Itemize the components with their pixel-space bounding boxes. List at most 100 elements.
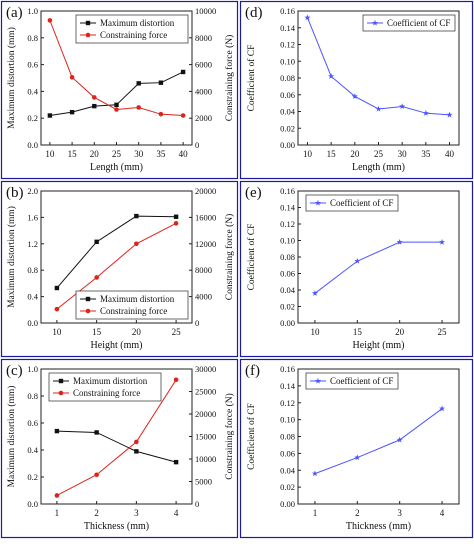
data-point bbox=[134, 439, 139, 445]
x-axis-label: Length (mm) bbox=[90, 162, 143, 173]
x-tick-label: 35 bbox=[421, 149, 431, 159]
x-tick-label: 10 bbox=[303, 149, 313, 159]
y-axis-label: Coefficient of CF bbox=[246, 403, 257, 470]
y-right-tick-label: 0 bbox=[195, 499, 199, 509]
data-point bbox=[47, 18, 53, 23]
legend-label: Constraining force bbox=[73, 388, 140, 398]
legend-label: Coefficient of CF bbox=[330, 376, 393, 386]
data-point bbox=[439, 405, 446, 412]
data-point bbox=[114, 102, 119, 107]
y-tick-label: 0.02 bbox=[280, 302, 295, 312]
data-point bbox=[54, 285, 60, 291]
y-tick-label: 0.8 bbox=[27, 33, 38, 43]
y-right-tick-label: 25000 bbox=[195, 387, 216, 397]
legend: Maximum distortion Constraining force bbox=[75, 290, 189, 320]
panel-a: (a) 10 15 20 25 30 35 40 Length (mm) 0.0 0.2 0.4 0.6… bbox=[0, 0, 239, 180]
y-tick-label: 0.8 bbox=[27, 391, 38, 401]
data-point bbox=[439, 238, 446, 245]
y-axis-label: Maximum distortion (mm) bbox=[6, 206, 17, 308]
y-right-tick-label: 12000 bbox=[195, 239, 216, 249]
y-tick-label: 0.14 bbox=[280, 381, 296, 391]
y-tick-label: 1.0 bbox=[27, 364, 38, 374]
data-point bbox=[134, 449, 139, 454]
data-point bbox=[69, 75, 75, 80]
data-point bbox=[311, 470, 318, 477]
legend: Maximum distortion Constraining force bbox=[48, 372, 162, 402]
x-tick-label: 35 bbox=[156, 149, 166, 159]
y-right-axis-label: Constraining force (N) bbox=[224, 214, 235, 301]
data-point bbox=[136, 81, 141, 86]
y-tick-label: 0.12 bbox=[280, 398, 295, 408]
y-tick-label: 0.06 bbox=[280, 269, 295, 279]
y-right-tick-label: 10000 bbox=[195, 454, 216, 464]
y-right-tick-label: 4000 bbox=[195, 86, 212, 96]
data-point bbox=[94, 472, 99, 478]
data-point bbox=[314, 199, 322, 206]
y-tick-label: 0.02 bbox=[280, 482, 295, 492]
y-right-tick-label: 5000 bbox=[195, 477, 212, 487]
x-tick-label: 3 bbox=[134, 508, 139, 518]
data-point bbox=[399, 103, 406, 110]
data-point bbox=[311, 290, 318, 296]
series-constraining-force bbox=[54, 377, 179, 498]
data-point bbox=[375, 105, 382, 112]
series-line bbox=[314, 408, 443, 475]
series-coefficient-of-cf bbox=[304, 14, 453, 118]
series-coefficient-of-cf bbox=[311, 238, 446, 296]
x-tick-label: 30 bbox=[398, 149, 408, 159]
data-point bbox=[58, 378, 64, 384]
data-point bbox=[180, 69, 186, 75]
legend-label: Maximum distortion bbox=[100, 18, 175, 28]
y-axis-label: Coefficient of CF bbox=[246, 45, 257, 112]
data-point bbox=[422, 109, 429, 116]
y-tick-label: 0.06 bbox=[280, 90, 295, 100]
x-tick-label: 4 bbox=[440, 508, 445, 518]
panel-label: (b) bbox=[6, 185, 24, 201]
data-point bbox=[173, 214, 179, 219]
x-tick-label: 20 bbox=[350, 149, 360, 159]
x-axis-label: Thickness (mm) bbox=[84, 521, 149, 532]
data-point bbox=[85, 20, 91, 26]
x-tick-label: 20 bbox=[132, 327, 142, 337]
y-right-axis-label: Constraining force (N) bbox=[224, 35, 235, 122]
y-right-tick-label: 2000 bbox=[195, 113, 212, 123]
y-right-tick-label: 6000 bbox=[195, 60, 212, 70]
data-point bbox=[58, 390, 64, 396]
data-point bbox=[371, 19, 379, 26]
y-tick-label: 1.2 bbox=[27, 239, 38, 249]
y-tick-label: 0.6 bbox=[27, 418, 38, 428]
legend-label: Constraining force bbox=[100, 306, 167, 316]
series-line bbox=[56, 215, 177, 289]
legend-label: Coefficient of CF bbox=[330, 198, 393, 208]
y-tick-label: 0.10 bbox=[280, 415, 295, 425]
data-point bbox=[85, 296, 91, 302]
y-axis-label: Maximum distortion (mm) bbox=[6, 27, 17, 129]
series-maximum-distortion bbox=[47, 69, 186, 118]
x-axis-label: Height (mm) bbox=[91, 340, 143, 351]
data-point bbox=[304, 14, 311, 21]
plot-area bbox=[40, 190, 193, 324]
legend-box bbox=[305, 194, 399, 212]
x-tick-label: 25 bbox=[172, 327, 182, 337]
y-tick-label: 0.6 bbox=[27, 60, 38, 70]
y-tick-label: 0.10 bbox=[280, 56, 295, 66]
panel-label: (c) bbox=[6, 363, 23, 379]
x-tick-label: 4 bbox=[174, 508, 179, 518]
y-tick-label: 0.0 bbox=[27, 140, 38, 150]
y-right-tick-label: 0 bbox=[195, 140, 199, 150]
x-tick-label: 10 bbox=[52, 327, 62, 337]
y-tick-label: 0.2 bbox=[27, 113, 38, 123]
legend-box bbox=[75, 290, 189, 320]
legend-label: Constraining force bbox=[100, 30, 167, 40]
x-tick-label: 15 bbox=[353, 327, 363, 337]
x-tick-label: 20 bbox=[395, 327, 405, 337]
y-right-tick-label: 8000 bbox=[195, 265, 212, 275]
y-tick-label: 0.4 bbox=[27, 86, 38, 96]
panel-label: (a) bbox=[6, 5, 23, 21]
data-point bbox=[94, 239, 99, 245]
data-point bbox=[134, 213, 139, 219]
y-tick-label: 0.00 bbox=[280, 499, 295, 509]
series-constraining-force bbox=[47, 18, 186, 118]
y-right-tick-label: 0 bbox=[195, 318, 199, 328]
